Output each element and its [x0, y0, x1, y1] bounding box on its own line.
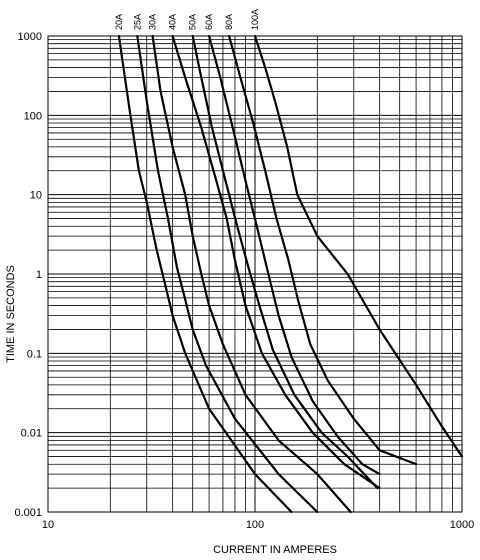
- x-tick-label: 10: [42, 519, 54, 531]
- y-tick-label: 0.001: [14, 507, 42, 519]
- y-axis-title: TIME IN SECONDS: [5, 265, 17, 363]
- grid: [47, 36, 462, 513]
- curve-40A: [171, 34, 381, 490]
- y-tick-label: 10: [30, 190, 42, 202]
- curve-80A: [228, 34, 418, 466]
- x-tick-label: 100: [246, 519, 264, 531]
- series-label-60A: 60A: [204, 14, 214, 30]
- curve-25A: [136, 34, 319, 514]
- plot-frame: [47, 35, 463, 513]
- series-label-25A: 25A: [132, 14, 142, 30]
- series-label-100A: 100A: [250, 9, 260, 30]
- series-label-80A: 80A: [224, 14, 234, 30]
- curve-30A: [151, 34, 352, 514]
- series-label-20A: 20A: [114, 14, 124, 30]
- labels: 10 100 1000 1000 100 10 1 0.1 0.01 0.001 CURRENT I…: [5, 9, 474, 556]
- x-axis-title: CURRENT IN AMPERES: [213, 544, 337, 556]
- curve-50A: [191, 34, 379, 490]
- y-tick-label: 1000: [18, 31, 42, 43]
- series-label-30A: 30A: [148, 14, 158, 30]
- curve-20A: [117, 34, 293, 514]
- series-label-50A: 50A: [188, 14, 198, 30]
- curve-100A: [253, 34, 464, 458]
- x-tick-label: 1000: [450, 519, 474, 531]
- curves: [117, 34, 464, 514]
- curve-60A: [208, 34, 381, 476]
- y-tick-label: 1: [36, 269, 42, 281]
- y-tick-label: 100: [24, 110, 42, 122]
- series-label-40A: 40A: [168, 14, 178, 30]
- y-tick-label: 0.1: [27, 348, 42, 360]
- y-tick-label: 0.01: [21, 428, 42, 440]
